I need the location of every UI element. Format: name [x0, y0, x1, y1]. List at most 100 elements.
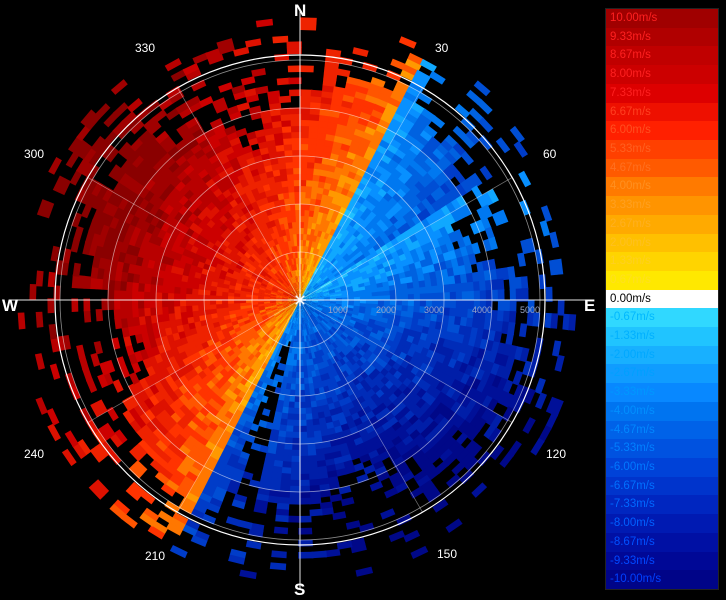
velocity-cell	[237, 260, 245, 267]
velocity-cell	[460, 151, 474, 166]
velocity-cell	[286, 315, 291, 322]
velocity-cell	[205, 47, 222, 60]
velocity-cell	[90, 265, 99, 279]
velocity-cell	[227, 299, 235, 304]
velocity-cell	[383, 107, 397, 119]
velocity-cell	[149, 459, 165, 473]
velocity-cell	[257, 346, 265, 354]
legend-swatch	[606, 196, 718, 216]
velocity-cell	[299, 407, 306, 415]
velocity-cell	[114, 429, 128, 444]
velocity-cell	[288, 264, 293, 272]
velocity-cell	[315, 317, 322, 323]
velocity-cell	[317, 301, 325, 304]
velocity-cell	[308, 278, 313, 285]
velocity-cell	[347, 291, 355, 296]
velocity-cell	[334, 286, 342, 291]
velocity-cell	[273, 199, 281, 208]
velocity-cell	[295, 323, 298, 331]
velocity-cell	[303, 304, 309, 310]
velocity-cell	[302, 305, 306, 312]
velocity-cell	[211, 97, 227, 109]
velocity-cell	[233, 266, 242, 274]
velocity-cell	[335, 338, 343, 346]
velocity-cell	[314, 275, 320, 282]
velocity-cell	[326, 283, 334, 288]
velocity-cell	[308, 388, 316, 397]
velocity-cell	[174, 279, 182, 288]
velocity-cell	[329, 303, 337, 306]
velocity-cell	[285, 279, 291, 286]
velocity-cell	[310, 333, 316, 341]
velocity-cell	[197, 288, 205, 295]
velocity-cell	[282, 281, 288, 288]
velocity-cell	[322, 326, 329, 334]
velocity-cell	[329, 493, 343, 503]
velocity-cell	[333, 284, 341, 290]
velocity-cell	[265, 255, 273, 263]
velocity-cell	[310, 304, 317, 309]
velocity-cell	[273, 321, 280, 328]
velocity-cell	[311, 301, 319, 304]
legend-label: 2.67m/s	[610, 217, 651, 230]
velocity-cell	[293, 305, 297, 311]
velocity-cell	[137, 307, 145, 317]
velocity-cell	[203, 299, 211, 306]
velocity-cell	[407, 52, 425, 66]
velocity-cell	[471, 318, 480, 330]
velocity-cell	[270, 288, 278, 293]
velocity-cell	[280, 412, 289, 420]
velocity-cell	[137, 227, 147, 240]
velocity-cell	[514, 276, 523, 291]
velocity-cell	[300, 287, 302, 294]
velocity-cell	[346, 310, 354, 315]
velocity-cell	[480, 408, 493, 423]
velocity-cell	[260, 243, 268, 252]
velocity-cell	[126, 271, 135, 283]
velocity-cell	[300, 125, 311, 133]
velocity-cell	[264, 228, 272, 236]
velocity-cell	[294, 185, 301, 193]
velocity-cell	[316, 331, 322, 339]
velocity-cell	[309, 265, 314, 273]
velocity-cell	[275, 297, 283, 300]
velocity-cell	[173, 305, 181, 314]
velocity-cell	[244, 260, 252, 268]
velocity-cell	[327, 309, 335, 314]
velocity-cell	[352, 47, 369, 57]
velocity-cell	[320, 507, 334, 516]
velocity-cell	[274, 411, 283, 420]
velocity-cell	[395, 289, 403, 296]
velocity-cell	[110, 79, 128, 95]
velocity-cell	[486, 398, 499, 413]
velocity-cell	[326, 476, 339, 485]
velocity-cell	[239, 324, 247, 331]
velocity-cell	[215, 307, 223, 314]
velocity-cell	[409, 486, 425, 499]
velocity-cell	[139, 265, 148, 276]
velocity-cell	[113, 499, 131, 515]
velocity-cell	[128, 178, 141, 193]
velocity-cell	[76, 157, 90, 174]
velocity-cell	[314, 332, 320, 339]
velocity-cell	[331, 251, 339, 259]
velocity-cell	[481, 204, 493, 219]
velocity-cell	[184, 470, 198, 483]
velocity-cell	[274, 329, 281, 336]
velocity-cells	[17, 17, 577, 580]
velocity-cell	[268, 151, 279, 160]
velocity-cell	[471, 271, 480, 283]
velocity-cell	[471, 185, 484, 200]
velocity-cell	[475, 405, 488, 420]
velocity-cell	[300, 23, 317, 31]
velocity-cell	[539, 220, 551, 237]
velocity-cell	[423, 124, 438, 138]
velocity-cell	[493, 331, 503, 344]
velocity-cell	[287, 371, 293, 379]
velocity-cell	[332, 348, 340, 357]
velocity-cell	[274, 138, 285, 146]
velocity-cell	[170, 264, 179, 274]
legend-label: 8.00m/s	[610, 68, 651, 81]
velocity-cell	[336, 275, 344, 282]
velocity-cell	[277, 337, 283, 345]
